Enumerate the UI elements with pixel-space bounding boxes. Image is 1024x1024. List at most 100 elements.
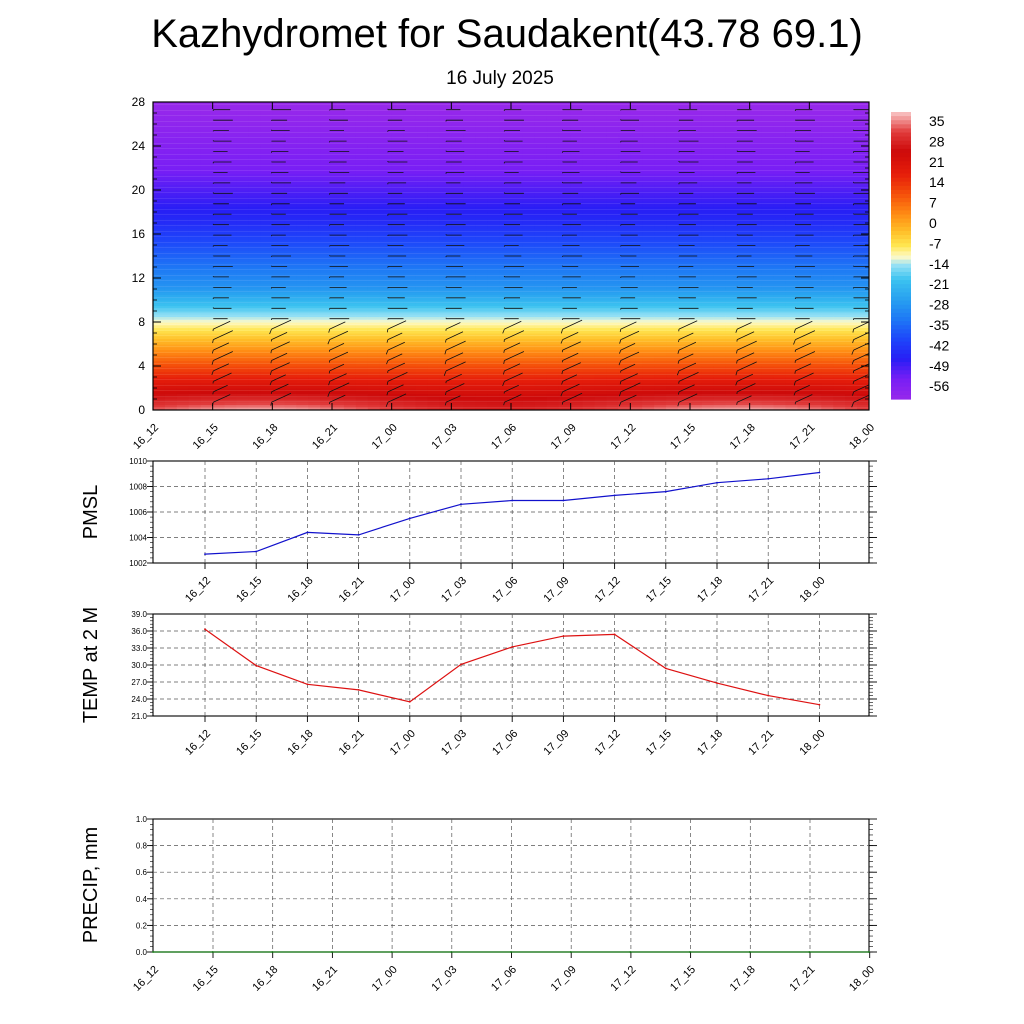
wind-barb (794, 363, 812, 374)
wind-barb (212, 297, 229, 300)
wind-barb (794, 245, 810, 247)
colorbar-swatch (891, 317, 911, 322)
wind-barb (795, 213, 814, 216)
wind-barb (736, 286, 753, 288)
data-point (613, 633, 616, 636)
wind-barb (386, 320, 407, 333)
y-tick-label: 33.0 (131, 644, 147, 653)
wind-barb (387, 182, 407, 185)
x-tick-label: 17_03 (439, 728, 469, 758)
wind-barb (503, 140, 523, 142)
wind-barb (736, 395, 752, 405)
y-tick-label: 30.0 (131, 661, 147, 670)
x-tick-label: 17_09 (549, 422, 579, 452)
x-tick-label: 17_12 (593, 575, 623, 605)
x-tick-label: 17_12 (593, 728, 623, 758)
colorbar-swatch (891, 349, 911, 355)
y-tick-label: 12 (132, 271, 146, 285)
wind-barb (678, 266, 694, 268)
wind-barb (386, 332, 403, 343)
colorbar-swatch (891, 128, 911, 134)
colorbar-label: 14 (929, 174, 945, 190)
data-point (460, 663, 462, 666)
wind-barb (271, 287, 286, 289)
wind-barb (329, 161, 347, 163)
x-tick-label: 17_21 (787, 964, 817, 994)
x-tick-label: 16_18 (285, 575, 315, 605)
wind-barb (212, 372, 232, 384)
wind-barb (387, 130, 405, 132)
colorbar-swatch (891, 288, 911, 293)
wind-barb (677, 341, 697, 354)
data-point (818, 471, 821, 474)
data-point (868, 951, 870, 953)
wind-barb (212, 276, 229, 278)
wind-barb (212, 182, 231, 184)
wind-barb (503, 297, 520, 300)
wind-barb (853, 119, 869, 121)
x-tick-label: 16_18 (250, 422, 280, 452)
colorbar-swatch (891, 263, 911, 269)
wind-barb (444, 395, 461, 406)
wind-barb (620, 245, 641, 247)
x-tick-label: 16_12 (183, 575, 213, 605)
wind-barb (678, 332, 694, 343)
wind-barb (853, 181, 869, 184)
chart-subtitle: 16 July 2025 (446, 68, 554, 89)
wind-barb (271, 265, 288, 267)
y-axis-label: PRECIP, mm (80, 827, 102, 943)
x-tick-label: 18_00 (797, 575, 827, 605)
colorbar-swatch (891, 136, 911, 142)
wind-barb (329, 245, 350, 247)
colorbar-swatch (891, 239, 911, 244)
colorbar-swatch (891, 394, 911, 400)
colorbar-swatch (891, 169, 911, 175)
wind-barb (678, 287, 699, 289)
y-tick-label: 4 (138, 359, 145, 373)
wind-barb (329, 171, 350, 173)
wind-barb (795, 140, 814, 142)
wind-barb (562, 287, 577, 289)
colorbar-swatch (891, 366, 911, 371)
wind-barb (795, 307, 814, 309)
wind-barb (736, 352, 755, 364)
wind-barb (503, 130, 520, 132)
wind-barb (271, 119, 288, 121)
wind-barb (329, 224, 344, 226)
wind-barb (443, 361, 466, 376)
wind-barb (503, 307, 523, 309)
wind-barb (736, 255, 752, 258)
wind-barb (503, 384, 519, 394)
wind-barb (387, 234, 408, 236)
wind-barb (795, 276, 811, 278)
data-point (716, 682, 718, 684)
x-tick-label: 17_03 (439, 575, 469, 605)
colorbar-swatch (891, 157, 911, 162)
x-tick-label: 16_15 (234, 728, 264, 758)
x-tick-label: 17_09 (541, 728, 571, 758)
wind-barb (211, 363, 230, 376)
wind-barb (794, 297, 811, 300)
wind-barb (328, 373, 347, 386)
colorbar-swatch (891, 177, 911, 183)
colorbar-swatch (891, 124, 911, 129)
wind-barb (736, 331, 755, 342)
wind-barb (445, 140, 462, 142)
wind-barb (793, 384, 810, 396)
wind-barb (853, 151, 869, 153)
x-tick-label: 17_15 (668, 422, 698, 452)
data-point (357, 689, 360, 691)
colorbar-swatch (891, 120, 911, 125)
x-tick-label: 16_21 (310, 964, 340, 994)
colorbar-swatch (891, 304, 911, 310)
wind-barb (678, 372, 699, 384)
x-tick-label: 17_09 (541, 575, 571, 605)
wind-barb (212, 109, 231, 112)
wind-barb (327, 382, 350, 397)
wind-barb (212, 320, 231, 332)
x-tick-label: 16_15 (191, 964, 221, 994)
colorbar-swatch (891, 140, 911, 146)
wind-barb (795, 223, 811, 226)
wind-barb (562, 119, 579, 121)
wind-barb (503, 330, 525, 342)
